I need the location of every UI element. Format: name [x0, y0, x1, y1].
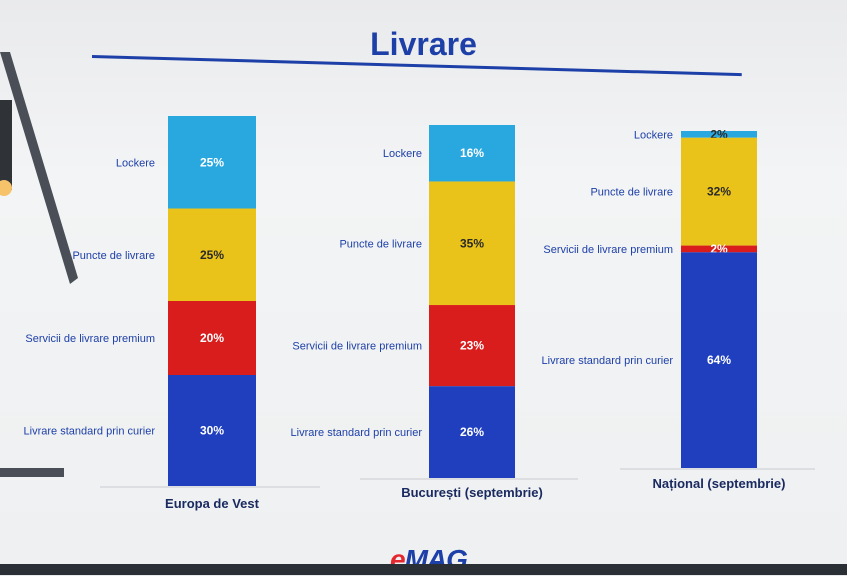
category-label: Europa de Vest [165, 496, 260, 511]
segment-label: Livrare standard prin curier [291, 427, 423, 439]
bar-segment [681, 245, 757, 253]
data-label: 16% [460, 146, 484, 160]
slide-title: Livrare [370, 26, 477, 62]
segment-label: Puncte de livrare [339, 238, 422, 250]
bar-segment [168, 116, 256, 209]
bar-stack-0: 25% Lockere 25% Puncte de livrare 20% Servici… [24, 116, 320, 511]
bar-segment [429, 181, 515, 306]
segment-label: Lockere [383, 148, 422, 160]
bar-segment [429, 386, 515, 478]
data-label: 25% [200, 248, 224, 262]
segment-label: Lockere [634, 129, 673, 141]
data-label: 32% [707, 185, 731, 199]
data-label: 30% [200, 424, 224, 438]
data-label: 25% [200, 155, 224, 169]
bar-segment [429, 125, 515, 182]
segment-label: Lockere [116, 157, 155, 169]
screen-bezel [0, 564, 847, 575]
bar-stack-1: 16% Lockere 35% Puncte de livrare 23% Servici… [291, 125, 578, 500]
category-label: București (septembrie) [401, 485, 543, 500]
data-label: 26% [460, 425, 484, 439]
segment-label: Puncte de livrare [590, 187, 673, 199]
lamp-decoration [0, 52, 78, 477]
bar-segment [681, 131, 757, 138]
segment-label: Livrare standard prin curier [542, 355, 674, 367]
data-label: 64% [707, 353, 731, 367]
bar-segment [681, 252, 757, 468]
data-label: 23% [460, 339, 484, 353]
category-label: Național (septembrie) [653, 476, 786, 491]
segment-label: Livrare standard prin curier [24, 426, 156, 438]
segment-label: Servicii de livrare premium [292, 341, 422, 353]
data-label: 35% [460, 236, 484, 250]
bar-segment [168, 375, 256, 486]
bar-segment [168, 208, 256, 301]
data-label: 20% [200, 331, 224, 345]
segment-label: Servicii de livrare premium [543, 244, 673, 256]
bar-segment [168, 301, 256, 375]
segment-label: Servicii de livrare premium [25, 333, 155, 345]
segment-label: Puncte de livrare [72, 250, 155, 262]
bar-segment [429, 305, 515, 387]
bar-segment [681, 137, 757, 246]
